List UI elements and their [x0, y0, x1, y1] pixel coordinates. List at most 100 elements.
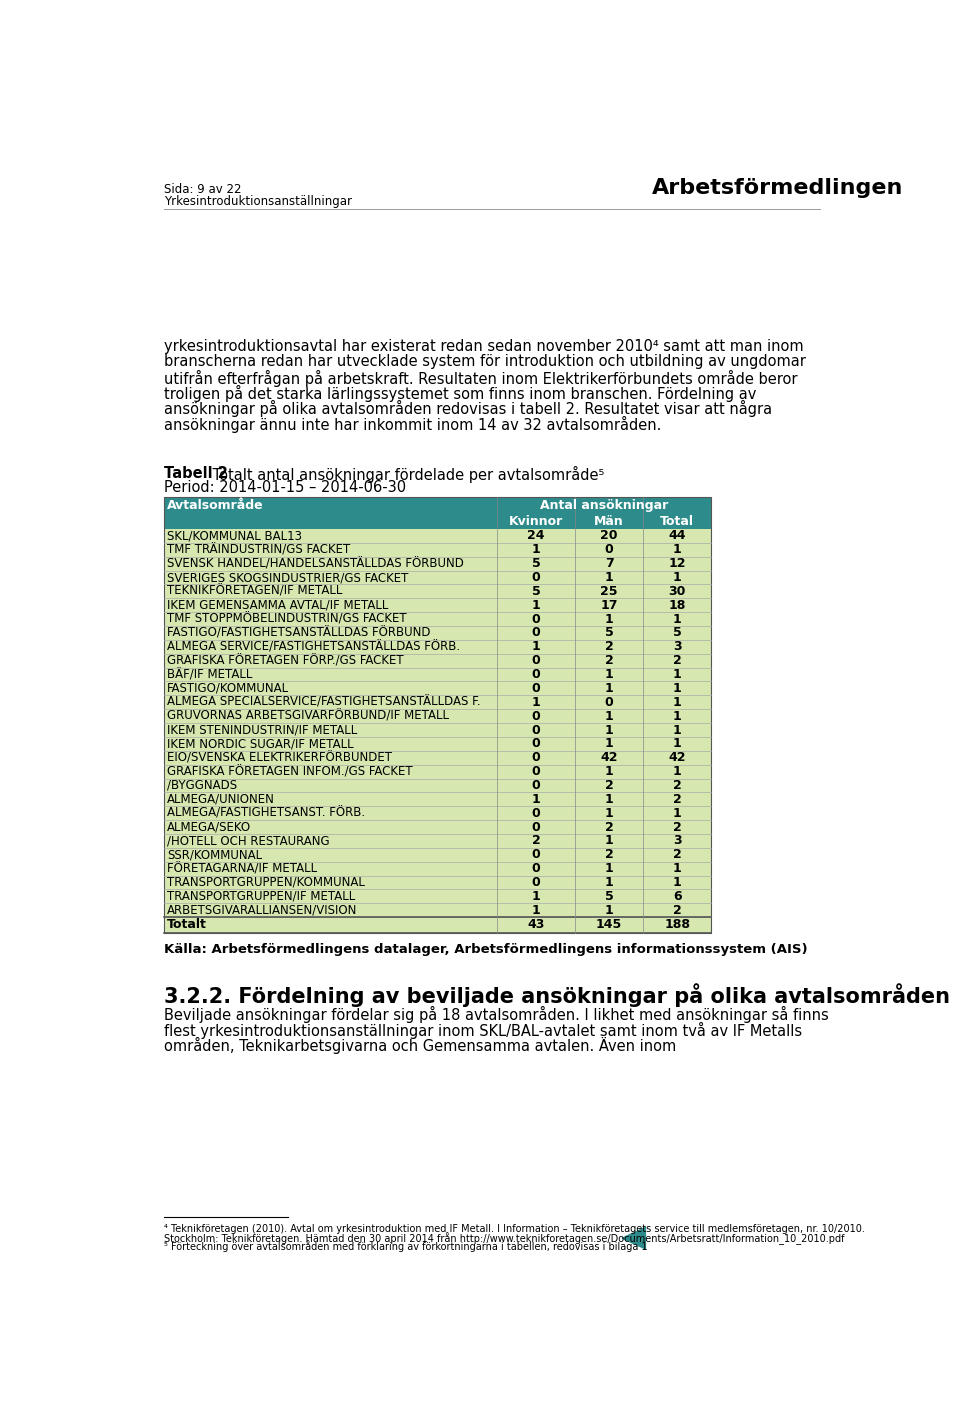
Text: 1: 1 [605, 570, 613, 585]
Text: 0: 0 [532, 668, 540, 681]
Bar [164, 751, 711, 765]
Text: 44: 44 [668, 530, 686, 542]
Bar [164, 875, 711, 890]
Text: Period: 2014-01-15 – 2014-06-30: Period: 2014-01-15 – 2014-06-30 [164, 480, 406, 494]
Text: FASTIGO/FASTIGHETSANSTÄLLDAS FÖRBUND: FASTIGO/FASTIGHETSANSTÄLLDAS FÖRBUND [167, 627, 431, 640]
Bar [164, 585, 711, 599]
Text: 5: 5 [532, 585, 540, 597]
Text: TRANSPORTGRUPPEN/KOMMUNAL: TRANSPORTGRUPPEN/KOMMUNAL [167, 875, 365, 890]
Text: 1: 1 [605, 904, 613, 916]
Text: Källa: Arbetsförmedlingens datalager, Arbetsförmedlingens informationssystem (AI: Källa: Arbetsförmedlingens datalager, Ar… [164, 943, 807, 956]
Text: 1: 1 [605, 875, 613, 890]
Text: 0: 0 [532, 820, 540, 833]
Text: 0: 0 [532, 570, 540, 585]
Text: 1: 1 [673, 696, 682, 709]
Text: 1: 1 [605, 682, 613, 695]
Text: 2: 2 [673, 792, 682, 806]
Text: 1: 1 [532, 904, 540, 916]
Text: 1: 1 [673, 682, 682, 695]
Bar [164, 530, 711, 542]
Text: 20: 20 [600, 530, 618, 542]
Text: 2: 2 [673, 779, 682, 792]
Text: 1: 1 [673, 668, 682, 681]
Text: Antal ansökningar: Antal ansökningar [540, 498, 668, 511]
Text: ALMEGA SPECIALSERVICE/FASTIGHETSANSTÄLLDAS F.: ALMEGA SPECIALSERVICE/FASTIGHETSANSTÄLLD… [167, 696, 481, 709]
Bar [164, 695, 711, 709]
Text: 2: 2 [673, 904, 682, 916]
Text: Beviljade ansökningar fördelar sig på 18 avtalsområden. I likhet med ansökningar: Beviljade ansökningar fördelar sig på 18… [164, 1007, 828, 1024]
Bar [164, 599, 711, 613]
Text: TMF TRÄINDUSTRIN/GS FACKET: TMF TRÄINDUSTRIN/GS FACKET [167, 544, 350, 556]
Text: 0: 0 [532, 849, 540, 861]
Text: GRAFISKA FÖRETAGEN INFOM./GS FACKET: GRAFISKA FÖRETAGEN INFOM./GS FACKET [167, 765, 413, 778]
Text: Totalt antal ansökningar fördelade per avtalsområde⁵: Totalt antal ansökningar fördelade per a… [207, 466, 604, 483]
Bar [164, 847, 711, 861]
Text: 1: 1 [605, 806, 613, 819]
Text: ALMEGA/UNIONEN: ALMEGA/UNIONEN [167, 792, 276, 806]
Text: IKEM STENINDUSTRIN/IF METALL: IKEM STENINDUSTRIN/IF METALL [167, 723, 357, 737]
Text: ansökningar ännu inte har inkommit inom 14 av 32 avtalsområden.: ansökningar ännu inte har inkommit inom … [164, 417, 661, 433]
Text: Total: Total [660, 515, 694, 528]
Text: /HOTELL OCH RESTAURANG: /HOTELL OCH RESTAURANG [167, 834, 330, 847]
Text: 2: 2 [673, 820, 682, 833]
Bar [164, 497, 711, 514]
Text: 2: 2 [532, 834, 540, 847]
Text: 0: 0 [532, 779, 540, 792]
Text: Arbetsförmedlingen: Arbetsförmedlingen [652, 178, 903, 198]
Text: 1: 1 [605, 668, 613, 681]
Text: 0: 0 [532, 682, 540, 695]
Bar [164, 737, 711, 751]
Text: IKEM NORDIC SUGAR/IF METALL: IKEM NORDIC SUGAR/IF METALL [167, 737, 354, 750]
Text: 18: 18 [668, 599, 685, 611]
Text: 42: 42 [600, 751, 618, 764]
Text: 1: 1 [605, 765, 613, 778]
Text: 30: 30 [668, 585, 685, 597]
Text: 0: 0 [532, 751, 540, 764]
Text: 2: 2 [605, 849, 613, 861]
Bar [164, 834, 711, 847]
Text: 2: 2 [673, 849, 682, 861]
Text: utifrån efterfrågan på arbetskraft. Resultaten inom Elektrikerförbundets område : utifrån efterfrågan på arbetskraft. Resu… [164, 370, 798, 387]
Text: 3: 3 [673, 834, 682, 847]
Text: 1: 1 [532, 890, 540, 902]
Text: 3.2.2. Fördelning av beviljade ansökningar på olika avtalsområden: 3.2.2. Fördelning av beviljade ansökning… [164, 983, 950, 1007]
Bar [164, 861, 711, 875]
Text: 42: 42 [668, 751, 686, 764]
Text: troligen på det starka lärlingssystemet som finns inom branschen. Fördelning av: troligen på det starka lärlingssystemet … [164, 385, 756, 402]
Text: 0: 0 [532, 737, 540, 750]
Bar [164, 820, 711, 834]
Bar [164, 806, 711, 820]
Text: 25: 25 [600, 585, 618, 597]
Text: 145: 145 [596, 918, 622, 932]
Bar [164, 497, 711, 932]
Text: Tabell 2: Tabell 2 [164, 466, 228, 481]
Text: 17: 17 [600, 599, 618, 611]
Text: branscherna redan har utvecklade system för introduktion och utbildning av ungdo: branscherna redan har utvecklade system … [164, 354, 806, 370]
Text: Kvinnor: Kvinnor [509, 515, 564, 528]
Text: IKEM GEMENSAMMA AVTAL/IF METALL: IKEM GEMENSAMMA AVTAL/IF METALL [167, 599, 389, 611]
Text: 1: 1 [673, 613, 682, 626]
Text: Stockholm: Teknikföretagen. Hämtad den 30 april 2014 från http://www.teknikforet: Stockholm: Teknikföretagen. Hämtad den 3… [164, 1233, 845, 1245]
Text: 1: 1 [605, 737, 613, 750]
Text: 1: 1 [673, 737, 682, 750]
Text: 0: 0 [532, 863, 540, 875]
Text: 2: 2 [605, 640, 613, 654]
Text: flest yrkesintroduktionsanställningar inom SKL/BAL-avtalet samt inom två av IF M: flest yrkesintroduktionsanställningar in… [164, 1022, 803, 1039]
Text: FÖRETAGARNA/IF METALL: FÖRETAGARNA/IF METALL [167, 863, 318, 875]
Bar [164, 570, 711, 585]
Text: /BYGGNADS: /BYGGNADS [167, 779, 237, 792]
Text: 1: 1 [673, 544, 682, 556]
Text: 6: 6 [673, 890, 682, 902]
Bar [164, 918, 711, 932]
Text: 24: 24 [527, 530, 545, 542]
Text: 1: 1 [673, 723, 682, 737]
Text: 1: 1 [673, 863, 682, 875]
Text: 1: 1 [673, 710, 682, 723]
Text: 0: 0 [532, 654, 540, 668]
Text: SVERIGES SKOGSINDUSTRIER/GS FACKET: SVERIGES SKOGSINDUSTRIER/GS FACKET [167, 570, 409, 585]
Text: Yrkesintroduktionsanställningar: Yrkesintroduktionsanställningar [164, 195, 352, 208]
Text: 0: 0 [605, 544, 613, 556]
Text: 2: 2 [605, 654, 613, 668]
Text: Totalt: Totalt [167, 918, 207, 932]
Text: Sida: 9 av 22: Sida: 9 av 22 [164, 184, 242, 196]
